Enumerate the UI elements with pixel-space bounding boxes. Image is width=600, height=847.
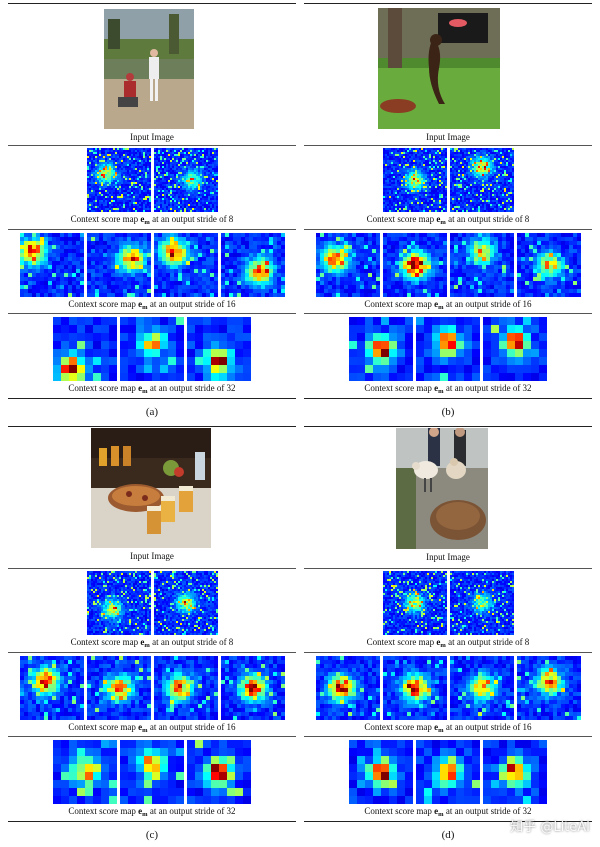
- context-score-map: [449, 148, 514, 212]
- context-score-map: [382, 656, 447, 720]
- divider: [304, 3, 592, 4]
- score-map-caption: Context score map em at an output stride…: [68, 383, 236, 395]
- score-map-caption: Context score map em at an output stride…: [366, 637, 530, 649]
- score-map-caption: Context score map em at an output stride…: [366, 214, 530, 226]
- divider: [304, 398, 592, 399]
- context-score-map: [349, 317, 413, 381]
- context-score-map: [382, 148, 447, 212]
- score-map-caption: Context score map em at an output stride…: [68, 299, 236, 311]
- context-score-map: [220, 233, 285, 297]
- divider: [8, 3, 296, 4]
- divider: [304, 568, 592, 569]
- score-map-row: [304, 571, 592, 635]
- context-score-map: [483, 740, 547, 804]
- context-score-map: [153, 656, 218, 720]
- score-map-row: [8, 740, 296, 804]
- context-score-map: [86, 233, 151, 297]
- score-map-caption: Context score map em at an output stride…: [364, 299, 532, 311]
- panel-label: (c): [145, 829, 159, 841]
- divider: [304, 426, 592, 427]
- input-image-caption: Input Image: [426, 132, 470, 142]
- context-score-map: [483, 317, 547, 381]
- input-image: [91, 428, 211, 548]
- watermark: 知乎 @LiteAI: [510, 820, 590, 835]
- score-map-caption: Context score map em at an output stride…: [364, 722, 532, 734]
- context-score-map: [416, 317, 480, 381]
- figure-panel: Input Image Context score map em at an ou…: [304, 423, 592, 846]
- figure-panel: Input Image Context score map em at an ou…: [8, 0, 296, 423]
- score-map-row: [8, 571, 296, 635]
- context-score-map: [516, 233, 581, 297]
- divider: [304, 145, 592, 146]
- input-image-caption: Input Image: [130, 132, 174, 142]
- divider: [8, 736, 296, 737]
- score-map-row: [8, 233, 296, 297]
- divider: [8, 568, 296, 569]
- divider: [304, 652, 592, 653]
- context-score-map: [187, 740, 251, 804]
- context-score-map: [86, 148, 151, 212]
- divider: [8, 398, 296, 399]
- score-map-caption: Context score map em at an output stride…: [68, 722, 236, 734]
- context-score-map: [416, 740, 480, 804]
- context-score-map: [86, 656, 151, 720]
- score-map-row: [8, 148, 296, 212]
- divider: [8, 821, 296, 822]
- score-map-caption: Context score map em at an output stride…: [70, 214, 234, 226]
- input-image: [396, 428, 488, 549]
- input-image: [378, 8, 500, 129]
- context-score-map: [53, 317, 117, 381]
- score-map-caption: Context score map em at an output stride…: [70, 637, 234, 649]
- score-map-row: [8, 656, 296, 720]
- score-map-caption: Context score map em at an output stride…: [364, 806, 532, 818]
- panel-label: (d): [441, 829, 455, 841]
- context-score-map: [120, 317, 184, 381]
- panel-label: (a): [145, 406, 159, 418]
- divider: [304, 229, 592, 230]
- context-score-map: [449, 571, 514, 635]
- divider: [304, 313, 592, 314]
- context-score-map: [19, 656, 84, 720]
- input-image-caption: Input Image: [130, 551, 174, 561]
- score-map-row: [304, 740, 592, 804]
- context-score-map: [153, 571, 218, 635]
- context-score-map: [187, 317, 251, 381]
- score-map-row: [304, 148, 592, 212]
- context-score-map: [382, 571, 447, 635]
- context-score-map: [220, 656, 285, 720]
- context-score-map: [516, 656, 581, 720]
- divider: [304, 736, 592, 737]
- divider: [8, 313, 296, 314]
- figure-panel: Input Image Context score map em at an ou…: [304, 0, 592, 423]
- input-image-caption: Input Image: [426, 552, 470, 562]
- panel-label: (b): [441, 406, 455, 418]
- divider: [304, 821, 592, 822]
- context-score-map: [86, 571, 151, 635]
- divider: [8, 652, 296, 653]
- divider: [8, 229, 296, 230]
- context-score-map: [153, 233, 218, 297]
- score-map-row: [304, 656, 592, 720]
- context-score-map: [120, 740, 184, 804]
- score-map-row: [304, 233, 592, 297]
- score-map-row: [304, 317, 592, 381]
- context-score-map: [449, 656, 514, 720]
- context-score-map: [449, 233, 514, 297]
- context-score-map: [315, 233, 380, 297]
- context-score-map: [382, 233, 447, 297]
- divider: [8, 426, 296, 427]
- score-map-row: [8, 317, 296, 381]
- context-score-map: [349, 740, 413, 804]
- context-score-map: [53, 740, 117, 804]
- figure-panel: Input Image Context score map em at an ou…: [8, 423, 296, 846]
- context-score-map: [153, 148, 218, 212]
- score-map-caption: Context score map em at an output stride…: [68, 806, 236, 818]
- divider: [8, 145, 296, 146]
- context-score-map: [315, 656, 380, 720]
- score-map-caption: Context score map em at an output stride…: [364, 383, 532, 395]
- input-image: [104, 9, 194, 129]
- context-score-map: [19, 233, 84, 297]
